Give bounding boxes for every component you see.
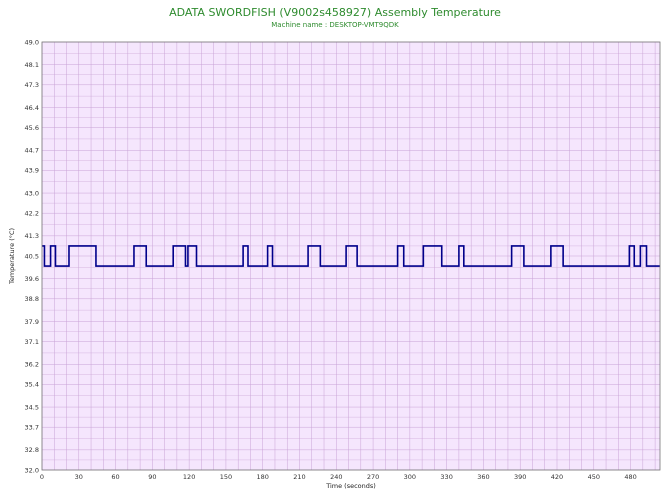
x-tick-label: 450 (588, 473, 600, 481)
x-tick-label: 150 (220, 473, 232, 481)
y-tick-label: 49.0 (25, 38, 39, 46)
x-axis-label: Time (seconds) (325, 482, 376, 490)
series-layer (42, 245, 660, 267)
y-axis-label: Temperature (°C) (8, 228, 16, 285)
x-tick-label: 60 (111, 473, 119, 481)
y-tick-label: 34.5 (25, 403, 39, 411)
x-tick-label: 360 (477, 473, 489, 481)
x-tick-label: 270 (367, 473, 379, 481)
x-tick-label: 480 (624, 473, 636, 481)
x-tick-label: 210 (293, 473, 305, 481)
x-axis-ticks: 0 30 60 90 120 150 180 210 240 270 300 330 360 390 420… (40, 473, 637, 481)
chart-title: ADATA SWORDFISH (V9002s458927) Assembly … (169, 6, 501, 19)
y-tick-label: 33.7 (25, 424, 39, 432)
y-tick-label: 44.7 (25, 147, 39, 155)
y-tick-label: 35.4 (25, 381, 39, 389)
y-axis-ticks: 32.0 32.8 33.7 34.5 35.4 36.2 37.1 37.9 38.8 39.6… (25, 38, 39, 474)
y-tick-label: 39.6 (25, 275, 39, 283)
x-tick-label: 120 (183, 473, 195, 481)
y-tick-label: 38.8 (25, 295, 39, 303)
x-tick-label: 300 (404, 473, 416, 481)
y-tick-label: 37.9 (25, 318, 39, 326)
y-tick-label: 45.6 (25, 124, 39, 132)
y-tick-label: 43.0 (25, 189, 39, 197)
x-tick-label: 180 (257, 473, 269, 481)
y-tick-label: 40.5 (25, 252, 39, 260)
temperature-series-line (42, 245, 660, 267)
y-tick-label: 46.4 (25, 104, 39, 112)
x-tick-label: 0 (40, 473, 44, 481)
x-tick-label: 90 (148, 473, 156, 481)
y-tick-label: 48.1 (25, 61, 39, 69)
y-tick-label: 32.8 (25, 446, 39, 454)
y-tick-label: 37.1 (25, 338, 39, 346)
y-tick-label: 43.9 (25, 167, 39, 175)
y-tick-label: 32.0 (25, 466, 39, 474)
y-tick-label: 42.2 (25, 210, 39, 218)
y-tick-label: 47.3 (25, 81, 39, 89)
x-tick-label: 240 (330, 473, 342, 481)
x-tick-label: 330 (440, 473, 452, 481)
x-tick-label: 30 (75, 473, 83, 481)
y-tick-label: 36.2 (25, 361, 39, 369)
chart-subtitle: Machine name : DESKTOP-VMT9QDK (271, 21, 399, 29)
plot-frame (41, 41, 661, 471)
y-tick-label: 41.3 (25, 232, 39, 240)
x-tick-label: 420 (551, 473, 563, 481)
x-tick-label: 390 (514, 473, 526, 481)
